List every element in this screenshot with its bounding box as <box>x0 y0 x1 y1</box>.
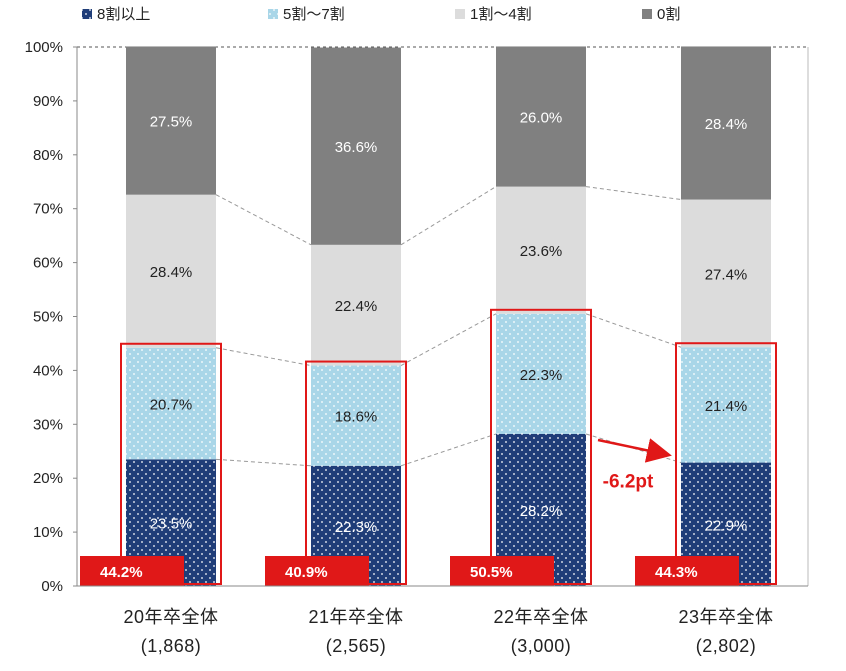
data-label: 27.4% <box>705 266 748 283</box>
annotations: -6.2pt <box>597 438 672 493</box>
connector-line <box>400 433 497 467</box>
decrease-arrow <box>597 438 672 463</box>
legend-label: 5割～7割 <box>283 6 345 23</box>
connector-line <box>585 313 682 348</box>
bar-segment <box>126 46 216 195</box>
decrease-annotation: -6.2pt <box>603 472 654 493</box>
category-label: 20年卒全体 <box>123 607 218 627</box>
category-label: 21年卒全体 <box>308 607 403 627</box>
y-tick-label: 80% <box>33 147 63 164</box>
connector-line <box>585 186 682 201</box>
category-label: 23年卒全体 <box>678 607 773 627</box>
total-badge-label: 40.9% <box>285 564 328 581</box>
bar-segment <box>681 46 771 200</box>
category-count-label: (2,565) <box>326 636 387 656</box>
category-count-label: (2,802) <box>696 636 757 656</box>
y-tick-label: 70% <box>33 201 63 218</box>
connector-line <box>215 347 312 367</box>
bar-segment <box>126 194 216 348</box>
legend-swatch <box>642 9 652 19</box>
legend-swatch <box>455 9 465 19</box>
total-badge-label: 44.2% <box>100 564 143 581</box>
data-label: 22.3% <box>520 367 563 384</box>
y-tick-label: 10% <box>33 524 63 541</box>
data-label: 27.5% <box>150 114 193 131</box>
data-label: 23.6% <box>520 243 563 260</box>
y-tick-label: 40% <box>33 362 63 379</box>
bar-segment <box>311 47 401 245</box>
legend-label: 1割～4割 <box>470 6 532 23</box>
y-tick-label: 50% <box>33 309 63 326</box>
bars <box>126 46 771 586</box>
bar-segment <box>496 46 586 187</box>
y-tick-label: 0% <box>41 578 63 595</box>
data-label: 20.7% <box>150 397 193 414</box>
bar-segment <box>681 199 771 348</box>
data-label: 18.6% <box>335 409 378 426</box>
data-label: 22.9% <box>705 517 748 534</box>
y-tick-label: 90% <box>33 93 63 110</box>
category-count-label: (1,868) <box>141 636 202 656</box>
data-label: 21.4% <box>705 398 748 415</box>
total-badge <box>635 556 739 586</box>
data-label: 28.4% <box>705 116 748 133</box>
highlight-boxes: 44.2% 40.9% 50.5% 44.3% <box>80 308 777 586</box>
bar-segment <box>496 186 586 314</box>
data-label: 22.3% <box>335 519 378 536</box>
data-label: 28.4% <box>150 264 193 281</box>
bar-segment-pattern <box>311 365 401 466</box>
data-label: 26.0% <box>520 110 563 127</box>
bar-segment <box>311 244 401 366</box>
total-badge <box>265 556 369 586</box>
total-badge <box>80 556 184 586</box>
y-tick-label: 20% <box>33 470 63 487</box>
data-label: 36.6% <box>335 139 378 156</box>
data-label: 22.4% <box>335 298 378 315</box>
legend-swatch-pattern <box>268 9 278 19</box>
connector-line <box>400 186 497 246</box>
legend-label: 0割 <box>657 6 680 23</box>
connector-line <box>215 194 312 246</box>
connector-lines <box>215 186 682 467</box>
data-label: 23.5% <box>150 516 193 533</box>
y-tick-label: 100% <box>25 39 63 56</box>
legend-swatch-pattern <box>82 9 92 19</box>
axes: 0% 10% 20% 30% 40% 50% 60% 70% 80% 90% 100% 20年卒全体 (… <box>25 39 808 656</box>
y-tick-label: 60% <box>33 255 63 272</box>
category-label: 22年卒全体 <box>493 607 588 627</box>
connector-line <box>400 313 497 366</box>
y-tick-label: 30% <box>33 416 63 433</box>
total-badge-label: 44.3% <box>655 564 698 581</box>
connector-line <box>215 458 312 467</box>
legend: 8割以上 5割～7割 1割～4割 0割 <box>82 6 680 23</box>
data-label: 28.2% <box>520 503 563 520</box>
bar-segment-pattern <box>126 347 216 460</box>
segment-labels: 23.5% 20.7% 28.4% 27.5% 22.3% 18.6% 22.4% 36.6%… <box>150 110 748 536</box>
bar-segment-pattern <box>496 313 586 435</box>
total-badge <box>450 556 554 586</box>
bar-segment-pattern <box>681 347 771 463</box>
category-count-label: (3,000) <box>511 636 572 656</box>
total-badge-label: 50.5% <box>470 564 513 581</box>
legend-label: 8割以上 <box>97 6 150 23</box>
